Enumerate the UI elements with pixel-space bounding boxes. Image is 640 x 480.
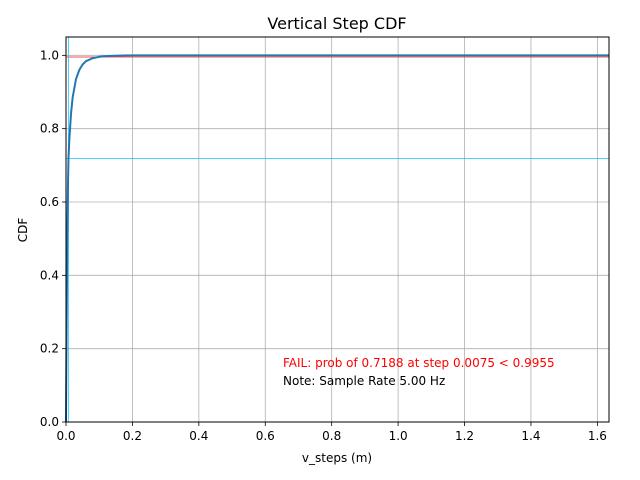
x-tick-label: 0.4 xyxy=(189,429,208,443)
x-tick-label: 0.8 xyxy=(322,429,341,443)
x-axis-label: v_steps (m) xyxy=(302,451,372,465)
x-tick-label: 0.0 xyxy=(56,429,75,443)
reference-lines xyxy=(66,37,609,422)
x-tick-label: 0.6 xyxy=(256,429,275,443)
fail-annotation: FAIL: prob of 0.7188 at step 0.0075 < 0.… xyxy=(283,356,555,370)
gridlines xyxy=(65,37,609,423)
y-tick-label: 1.0 xyxy=(40,48,59,62)
x-tick-label: 1.4 xyxy=(521,429,540,443)
cdf-series-line xyxy=(65,54,609,423)
x-axis-ticks: 0.0 0.2 0.4 0.6 0.8 1.0 1.2 1.4 1.6 xyxy=(56,422,607,443)
y-axis-label: CDF xyxy=(16,218,30,243)
y-tick-label: 0.0 xyxy=(40,415,59,429)
chart-title: Vertical Step CDF xyxy=(267,14,406,33)
x-tick-label: 1.6 xyxy=(588,429,607,443)
sample-rate-note: Note: Sample Rate 5.00 Hz xyxy=(283,374,445,388)
plot-frame xyxy=(65,36,610,423)
y-tick-label: 0.2 xyxy=(40,342,59,356)
data-series xyxy=(65,54,609,423)
y-tick-label: 0.6 xyxy=(40,195,59,209)
y-tick-label: 0.4 xyxy=(40,268,59,282)
x-tick-label: 1.0 xyxy=(389,429,408,443)
y-tick-label: 0.8 xyxy=(40,122,59,136)
y-axis-ticks: 0.0 0.2 0.4 0.6 0.8 1.0 xyxy=(40,48,66,429)
x-tick-label: 0.2 xyxy=(123,429,142,443)
x-tick-label: 1.2 xyxy=(455,429,474,443)
